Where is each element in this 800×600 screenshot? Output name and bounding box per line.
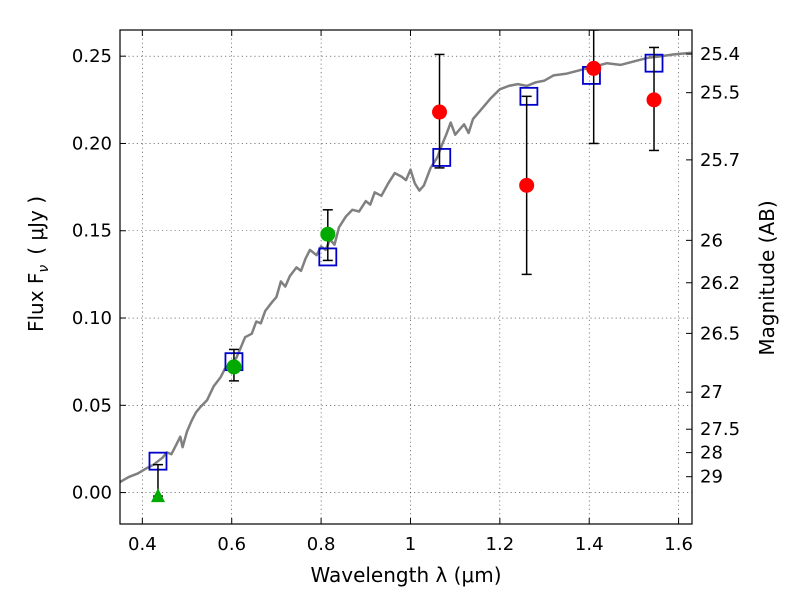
observed-flux-point: [320, 226, 336, 242]
secondary-y-axis-label: Magnitude (AB): [755, 200, 779, 355]
x-tick-label: 0.6: [217, 534, 246, 555]
y2-tick-label: 25.7: [700, 150, 740, 171]
y2-tick-label: 25.5: [700, 83, 740, 104]
y2-tick-label: 26.2: [700, 273, 740, 294]
model-photometry-point: [519, 86, 539, 106]
y-axis-label-main: Flux F: [24, 273, 48, 332]
y2-tick-label: 29: [700, 467, 723, 488]
x-tick-label: 1.2: [486, 534, 515, 555]
model-sed-curve: [120, 51, 692, 484]
data-marks-layer: [148, 30, 664, 503]
observed-flux-point: [519, 177, 535, 193]
x-tick-label: 0.8: [307, 534, 336, 555]
y-tick-label: 0.10: [72, 308, 112, 329]
x-tick-label: 0.4: [128, 534, 157, 555]
y-axis-label-subscript: ν: [36, 265, 52, 273]
grid-lines: [120, 30, 692, 524]
y-tick-label: 0.15: [72, 221, 112, 242]
x-tick-label: 1.6: [664, 534, 693, 555]
plot-frame: [119, 29, 693, 525]
y2-tick-label: 26.5: [700, 323, 740, 344]
upper-limit-point: [150, 488, 165, 503]
observed-flux-point: [646, 92, 662, 108]
x-axis-label: Wavelength λ (μm): [310, 563, 501, 587]
x-tick-label: 1: [405, 534, 416, 555]
series-observed-optical: [226, 209, 336, 382]
y-tick-label: 0.20: [72, 133, 112, 154]
y-tick-label: 0.00: [72, 483, 112, 504]
y2-tick-label: 27.5: [700, 419, 740, 440]
model-photometry-point: [432, 148, 452, 167]
x-tick-label: 1.4: [575, 534, 604, 555]
model-curve-layer: [120, 51, 692, 484]
series-observed-infrared: [432, 30, 662, 276]
observed-flux-point: [432, 104, 448, 120]
y2-tick-label: 28: [700, 443, 723, 464]
y2-tick-label: 25.4: [700, 44, 740, 65]
y2-tick-label: 27: [700, 382, 723, 403]
y-tick-label: 0.25: [72, 46, 112, 67]
series-upper-limit: [150, 463, 165, 503]
y2-tick-label: 26: [700, 230, 723, 251]
observed-flux-point: [226, 359, 242, 375]
observed-flux-point: [586, 60, 602, 76]
y-axis-label-unit: ( μJy ): [24, 196, 48, 255]
y-tick-label: 0.05: [72, 395, 112, 416]
axis-ticks: 0.4 0.6 0.8 1 1.2 1.4 1.6 0.00 0.05 0.10 0.15 0.20 0…: [72, 30, 740, 555]
series-model-photometry: [148, 53, 664, 471]
y-axis-label: Flux Fν ( μJy ): [24, 196, 52, 332]
